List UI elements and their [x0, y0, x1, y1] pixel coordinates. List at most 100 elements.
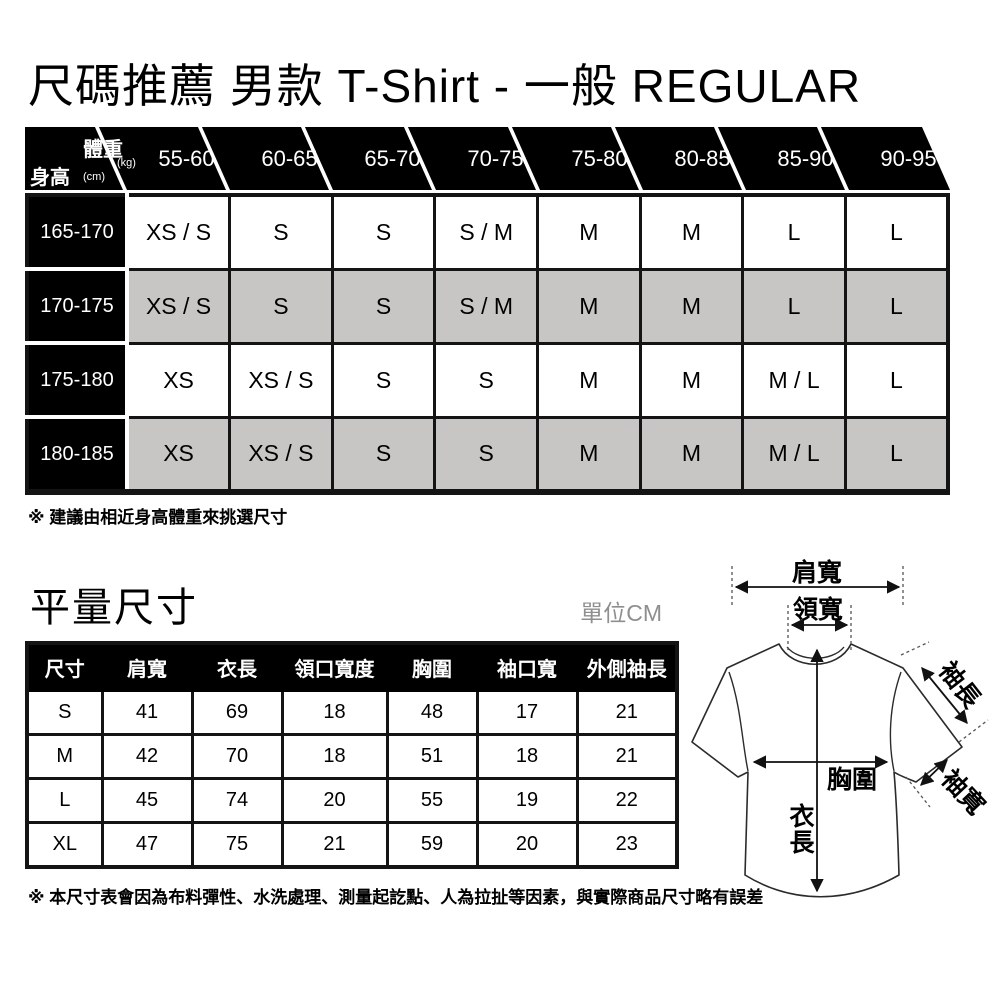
size-cell: XS / S — [228, 415, 334, 494]
size-cell: XS / S — [125, 193, 232, 271]
weight-col-label: 65-70 — [364, 146, 421, 171]
size-cell: M — [536, 193, 642, 271]
weight-col-label: 60-65 — [261, 146, 318, 171]
column-header: 胸圍 — [385, 641, 479, 692]
table-row: 180-185 XS XS / S S S M M M / L L — [25, 415, 950, 494]
weight-col-label: 90-95 — [880, 146, 937, 171]
left-armhole-seam — [728, 671, 749, 772]
column-header: 外側袖長 — [575, 641, 679, 692]
table-row: L 45 74 20 55 19 22 — [25, 777, 679, 824]
measurements-unit: 單位CM — [580, 600, 662, 626]
size-cell: S — [330, 415, 437, 494]
measure-cell: 19 — [475, 777, 579, 824]
right-armhole-seam — [889, 671, 902, 772]
table-header-row: 尺寸 肩寬 衣長 領口寬度 胸圍 袖口寬 外側袖長 — [25, 641, 679, 692]
measure-cell: 20 — [280, 777, 389, 824]
sleeve-width-label: 袖寬 — [936, 764, 991, 820]
column-header: 袖口寬 — [475, 641, 579, 692]
column-header: 尺寸 — [25, 641, 104, 692]
size-cell: S — [228, 267, 334, 345]
table-row: 175-180 XS XS / S S S M M M / L L — [25, 341, 950, 419]
size-cell: L — [843, 193, 950, 271]
measure-cell: 41 — [100, 689, 194, 736]
page-title: 尺碼推薦 男款 T-Shirt - 一般 REGULAR — [28, 60, 862, 112]
measure-cell: 18 — [280, 733, 389, 780]
measure-cell: 42 — [100, 733, 194, 780]
size-cell: S — [330, 341, 437, 419]
measure-cell: 21 — [575, 689, 679, 736]
measure-cell: 45 — [100, 777, 194, 824]
height-row-label: 175-180 — [25, 341, 129, 419]
measurements-note: ※ 本尺寸表會因為布料彈性、水洗處理、測量起訖點、人為拉扯等因素，與實際商品尺寸… — [28, 888, 764, 907]
measure-cell: 48 — [385, 689, 479, 736]
height-axis-unit: (cm) — [83, 171, 105, 183]
size-cell: S / M — [433, 193, 539, 271]
size-cell: XS — [125, 415, 232, 494]
measure-cell: 22 — [575, 777, 679, 824]
size-label: M — [25, 733, 104, 780]
size-cell: S — [330, 267, 437, 345]
size-cell: L — [843, 341, 950, 419]
height-axis-label: 身高 — [30, 167, 70, 189]
measure-cell: 69 — [190, 689, 284, 736]
sleeve-width-arrow — [920, 759, 948, 786]
shoulder-width-label: 肩寬 — [792, 558, 842, 587]
measure-cell: 17 — [475, 689, 579, 736]
size-label: XL — [25, 821, 104, 869]
height-row-label: 170-175 — [25, 267, 129, 345]
measure-cell: 21 — [575, 733, 679, 780]
size-cell: M — [638, 193, 745, 271]
table-row: 165-170 XS / S S S S / M M M L L — [25, 193, 950, 271]
weight-axis-unit: (kg) — [117, 157, 136, 169]
height-row-label: 165-170 — [25, 195, 129, 271]
size-cell: XS / S — [125, 267, 232, 345]
size-cell: M — [536, 341, 642, 419]
weight-col-label: 70-75 — [467, 146, 524, 171]
size-cell: S / M — [433, 267, 539, 345]
measure-cell: 59 — [385, 821, 479, 869]
size-cell: S — [433, 415, 539, 494]
size-cell: M — [638, 415, 745, 494]
size-cell: S — [330, 193, 437, 271]
table-row: S 41 69 18 48 17 21 — [25, 689, 679, 736]
column-header: 肩寬 — [100, 641, 194, 692]
height-row-label: 180-185 — [25, 415, 129, 494]
measure-cell: 70 — [190, 733, 284, 780]
measure-cell: 20 — [475, 821, 579, 869]
weight-col-label: 80-85 — [674, 146, 731, 171]
size-cell: L — [741, 267, 847, 345]
measure-cell: 47 — [100, 821, 194, 869]
measure-cell: 51 — [385, 733, 479, 780]
sleeve-length-label: 袖長 — [933, 656, 987, 714]
collar-inner-line — [786, 646, 845, 659]
measurements-table: 尺寸 肩寬 衣長 領口寬度 胸圍 袖口寬 外側袖長 S 41 69 18 48 … — [25, 641, 679, 869]
tshirt-measure-diagram: 肩寬 領寬 袖長 胸圍 衣長 袖寬 — [691, 558, 991, 898]
body-length-label: 衣長 — [789, 802, 815, 857]
size-cell: S — [433, 341, 539, 419]
column-header: 領口寬度 — [280, 641, 389, 692]
weight-col-label: 55-60 — [158, 146, 215, 171]
table-row: XL 47 75 21 59 20 23 — [25, 821, 679, 869]
size-cell: M — [536, 415, 642, 494]
weight-col-label: 85-90 — [777, 146, 834, 171]
measure-cell: 21 — [280, 821, 389, 869]
measure-cell: 55 — [385, 777, 479, 824]
sleeve-width-guide-bottom — [905, 776, 931, 808]
column-header: 衣長 — [190, 641, 284, 692]
chest-label: 胸圍 — [827, 766, 877, 794]
sleeve-length-arrow — [921, 666, 968, 725]
weight-col-label: 75-80 — [571, 146, 628, 171]
size-label: L — [25, 777, 104, 824]
size-cell: L — [843, 415, 950, 494]
size-chart-header-band: 體重 (kg) 身高 (cm) 55-60 60-65 65-70 70-75 … — [25, 127, 950, 190]
size-cell: M — [638, 267, 745, 345]
measure-cell: 18 — [280, 689, 389, 736]
size-recommendation-table: 165-170 XS / S S S S / M M M L L 170-175… — [25, 193, 950, 495]
sleeve-length-guide-bottom — [958, 719, 989, 743]
size-cell: M / L — [741, 341, 847, 419]
sleeve-length-guide-top — [900, 641, 930, 656]
table-row: 170-175 XS / S S S S / M M M L L — [25, 267, 950, 345]
tshirt-outline — [691, 643, 963, 898]
weight-axis-label: 體重 — [83, 139, 123, 161]
